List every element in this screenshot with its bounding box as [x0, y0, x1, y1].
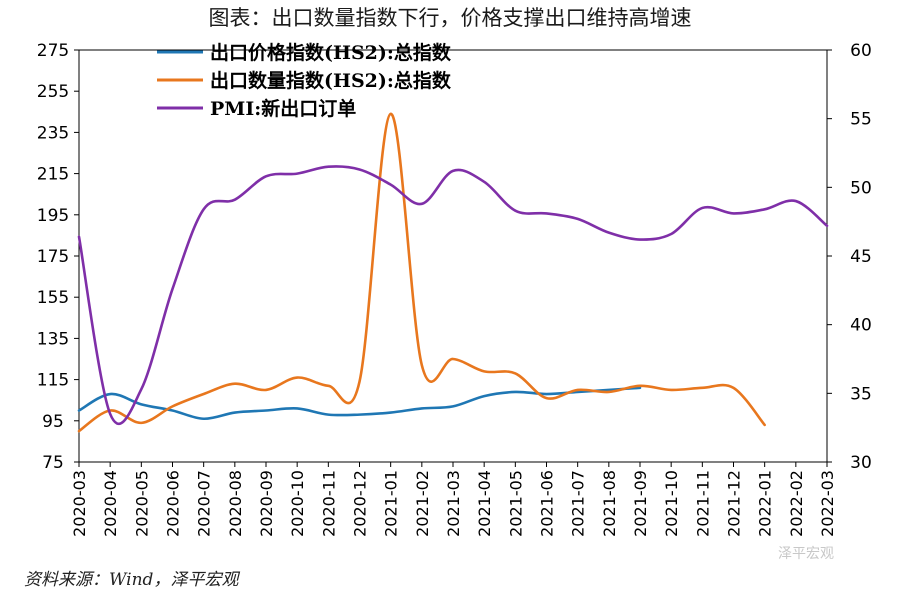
- x-axis-tick-label: 2021-04: [475, 470, 494, 537]
- chart-series: [77, 112, 829, 433]
- x-axis-tick-label: 2020-08: [226, 470, 245, 537]
- x-axis-tick-label: 2021-02: [413, 470, 432, 537]
- x-axis-tick-label: 2020-10: [288, 470, 307, 537]
- x-axis-tick-label: 2021-05: [506, 470, 525, 537]
- chart-title: 图表：出口数量指数下行，价格支撑出口维持高增速: [208, 6, 692, 30]
- x-axis-tick-label: 2021-10: [662, 470, 681, 537]
- pmi-new-export-orders-line: [77, 165, 829, 426]
- left-axis-tick-label: 155: [37, 288, 69, 308]
- left-axis-tick-label: 95: [42, 412, 64, 432]
- x-axis-tick-label: 2020-07: [195, 470, 214, 537]
- x-axis-tick-label: 2021-09: [631, 470, 650, 537]
- x-axis-tick-label: 2021-08: [600, 470, 619, 537]
- right-axis-tick-label: 45: [850, 247, 872, 267]
- x-axis-tick-label: 2022-01: [756, 470, 775, 537]
- left-axis-tick-label: 235: [37, 123, 69, 143]
- left-axis-tick-label: 275: [37, 41, 69, 61]
- x-axis-tick-label: 2020-04: [101, 470, 120, 537]
- x-axis-tick-label: 2020-03: [70, 470, 89, 537]
- source-note: 资料来源：Wind，泽平宏观: [24, 570, 239, 590]
- left-axis-tick-label: 255: [37, 82, 69, 102]
- right-axis-tick-label: 40: [850, 316, 872, 336]
- right-axis-tick-label: 50: [850, 178, 872, 198]
- export-volume-index-line: [77, 112, 766, 433]
- x-axis-tick-label: 2022-02: [787, 470, 806, 537]
- legend-label: 出口价格指数(HS2):总指数: [210, 41, 452, 64]
- left-axis-tick-label: 175: [37, 247, 69, 267]
- x-axis-tick-label: 2020-05: [132, 470, 151, 537]
- chart-axes: 75 95 115 135 155 175 195 215 235 255 275 30 35 40 45 5…: [37, 41, 872, 537]
- right-axis-tick-label: 30: [850, 453, 872, 473]
- legend-label: 出口数量指数(HS2):总指数: [210, 69, 452, 92]
- left-axis-tick-label: 135: [37, 329, 69, 349]
- right-axis-tick-label: 55: [850, 110, 872, 130]
- left-axis-tick-label: 75: [42, 453, 64, 473]
- right-axis-tick-label: 35: [850, 384, 872, 404]
- export-price-index-line: [77, 386, 642, 421]
- x-axis-tick-label: 2022-03: [818, 470, 837, 537]
- x-axis-tick-label: 2021-11: [693, 470, 712, 537]
- right-axis-tick-label: 60: [850, 41, 872, 61]
- x-axis-tick-label: 2021-07: [569, 470, 588, 537]
- left-axis-tick-label: 195: [37, 206, 69, 226]
- left-axis-tick-label: 115: [37, 371, 69, 391]
- x-axis-tick-label: 2020-06: [164, 470, 183, 537]
- x-axis-tick-label: 2021-03: [444, 470, 463, 537]
- x-axis-tick-label: 2020-12: [351, 470, 370, 537]
- legend-label: PMI:新出口订单: [210, 97, 356, 120]
- left-axis-tick-label: 215: [37, 165, 69, 185]
- x-axis-tick-label: 2020-11: [319, 470, 338, 537]
- x-axis-tick-label: 2020-09: [257, 470, 276, 537]
- plot-frame: [78, 49, 828, 463]
- x-axis-tick-label: 2021-01: [382, 470, 401, 537]
- watermark: 泽平宏观: [778, 546, 834, 562]
- x-axis-tick-label: 2021-12: [725, 470, 744, 537]
- x-axis-tick-label: 2021-06: [538, 470, 557, 537]
